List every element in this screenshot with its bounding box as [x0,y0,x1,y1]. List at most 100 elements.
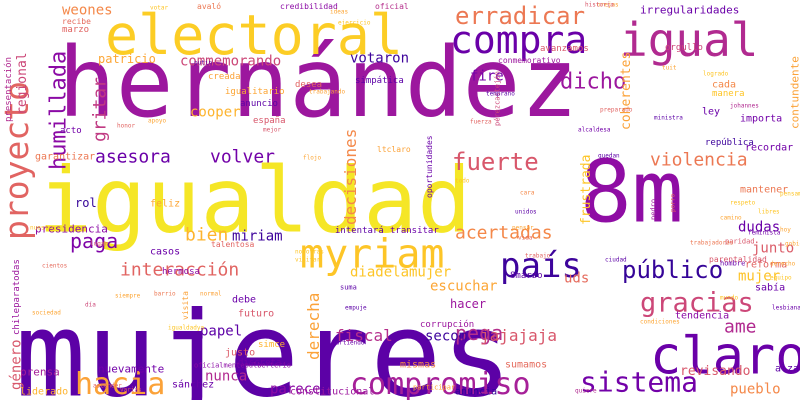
cloud-word: secom [425,328,468,345]
cloud-word: recibe [62,16,91,26]
cloud-word: transitar [390,226,439,237]
cloud-word: fire [470,68,504,85]
cloud-word: participar [413,383,456,392]
cloud-word: sociedad [32,309,61,317]
cloud-word: uds [564,270,590,287]
cloud-word: mujeres [15,285,513,400]
cloud-word: mantener [740,184,789,196]
cloud-word: fuerte [452,147,539,176]
cloud-word: conmemorativo [498,55,561,65]
cloud-word: sistema [580,365,699,399]
cloud-word: oficial [375,1,409,11]
cloud-word: vida [518,234,533,242]
cloud-word: todo [455,177,470,185]
cloud-word: mejor [263,126,282,134]
cloud-word: chileparatodas [12,259,23,335]
cloud-word: corrupción [420,320,475,331]
cloud-word: suma [340,283,357,292]
cloud-word: igualdadya [168,324,205,332]
cloud-word: asesora [95,146,171,168]
cloud-word: bien [185,224,229,246]
cloud-word: pega [455,320,504,345]
cloud-word: nuestro [30,224,56,232]
cloud-word: johannes [730,102,759,110]
cloud-word: nunca [205,368,248,385]
cloud-word: temprano [486,90,515,98]
cloud-word: público [622,255,724,284]
cloud-word: pérezcastejón [493,71,502,126]
cloud-word: ltclaro [377,144,411,154]
cloud-word: erradicar [455,1,586,30]
cloud-word: igualitario [225,87,285,98]
cloud-word: credibilidad [280,1,338,11]
cloud-word: recordar [745,142,794,154]
cloud-word: rol [75,195,97,210]
cloud-word: logrado [703,70,729,78]
cloud-word: parentalidad [709,254,767,264]
cloud-word: derecha [303,292,323,360]
cloud-word: cooper [190,104,241,121]
cloud-word: libres [758,208,780,216]
cloud-word: constitucional [290,386,375,398]
cloud-word: patricio [98,51,156,66]
cloud-word: visita [180,291,190,320]
cloud-word: ejercicio [338,19,371,27]
cloud-word: ley [702,106,721,118]
cloud-word: discreta [238,358,282,369]
cloud-word: partiendo [332,339,365,347]
cloud-word: debe [232,294,257,306]
cloud-word: acertadas [455,222,553,244]
cloud-word: coherentes [619,51,635,130]
cloud-word: país [500,246,582,287]
cloud-word: alcaldesa [578,126,611,134]
cloud-word: ministra [654,114,683,122]
cloud-word: interacción [120,259,240,281]
cloud-word: mundo [720,294,739,302]
cloud-word: frustrada [579,154,595,225]
cloud-word: varias [120,386,142,394]
cloud-word: intentará [335,226,384,237]
cloud-word: volver [210,146,276,168]
cloud-word: quedan [598,152,620,160]
cloud-word: votaron [350,50,410,67]
cloud-word: cientos [42,262,68,270]
cloud-word: paridad [725,237,755,246]
cloud-word: nuevamente [98,362,165,376]
cloud-word: claro [650,326,800,387]
cloud-word: pensamos [780,190,800,198]
cloud-word: cara [520,189,535,197]
cloud-word: tuit [662,64,677,72]
cloud-word: avaló [197,1,222,11]
cloud-word: flojo [303,154,322,162]
cloud-word: trabajo [525,252,551,260]
cloud-word: unidos [515,208,537,216]
cloud-word: alza [775,363,800,375]
cloud-word: ascender [93,382,122,390]
cloud-word: papel [200,323,243,340]
cloud-word: honor [117,122,136,130]
cloud-word: diadelamujer [350,264,452,281]
cloud-word: electoral [105,3,404,68]
cloud-word: feminista [748,229,781,237]
cloud-word: myriam [300,231,445,278]
cloud-word: feliz [150,198,181,210]
cloud-word: creada [208,72,241,83]
cloud-word: historia [585,1,614,9]
cloud-word: trabajando [309,88,346,96]
cloud-word: pedro [649,198,658,220]
cloud-word: oficialmentepulberterio [194,361,291,370]
cloud-word: liderado [20,386,69,398]
cloud-word: compromiso [350,367,531,400]
cloud-word: orejas [597,1,619,9]
cloud-word: revisando [680,364,751,380]
cloud-word: miriam [232,228,283,245]
cloud-word: 8m [580,142,684,243]
cloud-word: regional [15,52,31,115]
cloud-word: votar [150,4,169,12]
cloud-word: ideas [330,8,349,16]
cloud-word: igual [620,13,759,68]
cloud-word: nosotras [295,248,324,256]
cloud-word: pensar [512,224,534,232]
cloud-word: empuje [345,304,367,312]
